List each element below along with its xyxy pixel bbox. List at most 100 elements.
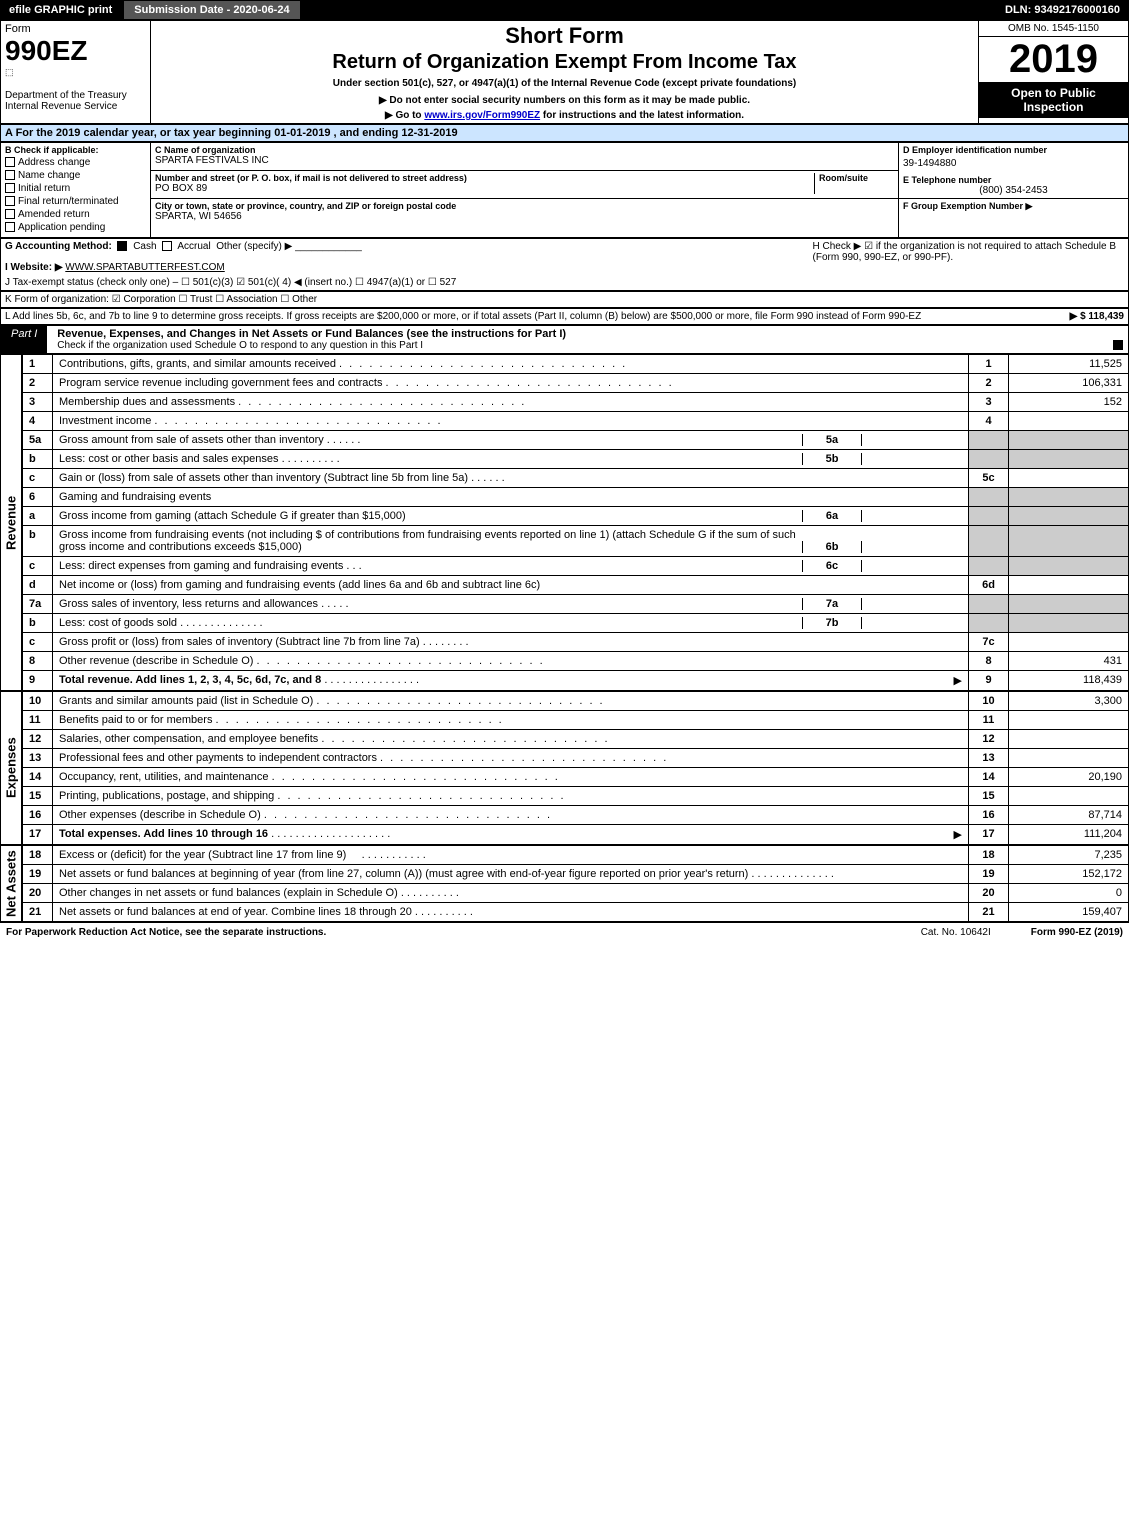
line-17-amt: 111,204: [1009, 825, 1129, 845]
line-5c-amt: [1009, 469, 1129, 488]
line-20-amt: 0: [1009, 884, 1129, 903]
part1-label: Part I: [1, 326, 47, 353]
line-4-ref: 4: [969, 412, 1009, 431]
chk-final-return[interactable]: Final return/terminated: [18, 196, 119, 207]
expenses-vlabel: Expenses: [0, 691, 22, 845]
line-16-amt: 87,714: [1009, 806, 1129, 825]
revenue-table: 1 Contributions, gifts, grants, and simil…: [22, 354, 1129, 691]
footer-cat-no: Cat. No. 10642I: [921, 927, 991, 938]
line-1-ref: 1: [969, 355, 1009, 374]
dln-label: DLN: 93492176000160: [997, 1, 1128, 19]
line-7c-desc: Gross profit or (loss) from sales of inv…: [59, 636, 420, 648]
line-12-desc: Salaries, other compensation, and employ…: [59, 733, 318, 745]
box-k-line: K Form of organization: ☑ Corporation ☐ …: [1, 292, 1129, 308]
line-19-num: 19: [23, 865, 53, 884]
line-17-desc: Total expenses. Add lines 10 through 16: [59, 828, 268, 840]
dept-treasury: Department of the Treasury: [5, 90, 146, 101]
form-header: Form 990EZ ⬚ Department of the Treasury …: [0, 20, 1129, 124]
box-c-street-label: Number and street (or P. O. box, if mail…: [155, 173, 814, 183]
line-3-amt: 152: [1009, 393, 1129, 412]
line-20-desc: Other changes in net assets or fund bala…: [59, 887, 398, 899]
acct-accrual[interactable]: Accrual: [177, 241, 210, 252]
title-sub3: ▶ Go to www.irs.gov/Form990EZ for instru…: [155, 110, 974, 121]
form-number: 990EZ: [5, 35, 146, 67]
line-9-ref: 9: [969, 671, 1009, 691]
expenses-table: 10Grants and similar amounts paid (list …: [22, 691, 1129, 845]
line-6c-desc: Less: direct expenses from gaming and fu…: [59, 560, 343, 572]
line-6a-desc: Gross income from gaming (attach Schedul…: [59, 510, 802, 522]
line-3-desc: Membership dues and assessments: [59, 396, 235, 408]
line-7c-ref: 7c: [969, 633, 1009, 652]
line-6d-ref: 6d: [969, 576, 1009, 595]
box-d-label: D Employer identification number: [903, 145, 1124, 155]
tax-year: 2019: [979, 37, 1128, 82]
line-15-desc: Printing, publications, postage, and shi…: [59, 790, 274, 802]
open-to-public: Open to Public Inspection: [979, 82, 1128, 118]
line-16-desc: Other expenses (describe in Schedule O): [59, 809, 261, 821]
box-c-city-label: City or town, state or province, country…: [155, 201, 894, 211]
ein-value: 39-1494880: [903, 158, 1124, 169]
line-13-ref: 13: [969, 749, 1009, 768]
line-16-ref: 16: [969, 806, 1009, 825]
line-8-desc: Other revenue (describe in Schedule O): [59, 655, 253, 667]
org-street: PO BOX 89: [155, 183, 814, 194]
box-l-amount: ▶ $ 118,439: [1070, 311, 1124, 322]
room-suite-label: Room/suite: [819, 173, 894, 183]
line-16-num: 16: [23, 806, 53, 825]
org-city: SPARTA, WI 54656: [155, 211, 894, 222]
line-2-ref: 2: [969, 374, 1009, 393]
line-5c-num: c: [23, 469, 53, 488]
part1-schedule-o-checkbox[interactable]: [1113, 340, 1123, 350]
box-g-label: G Accounting Method:: [5, 241, 112, 252]
irs-link[interactable]: www.irs.gov/Form990EZ: [424, 110, 540, 121]
line-10-ref: 10: [969, 692, 1009, 711]
box-j-line: J Tax-exempt status (check only one) – ☐…: [5, 277, 805, 288]
chk-application-pending[interactable]: Application pending: [18, 222, 105, 233]
line-19-amt: 152,172: [1009, 865, 1129, 884]
page-footer: For Paperwork Reduction Act Notice, see …: [0, 922, 1129, 942]
line-18-num: 18: [23, 846, 53, 865]
line-19-desc: Net assets or fund balances at beginning…: [59, 868, 748, 880]
line-6c-num: c: [23, 557, 53, 576]
submission-date: Submission Date - 2020-06-24: [124, 1, 299, 19]
efile-label: efile GRAPHIC print: [1, 1, 120, 19]
line-15-amt: [1009, 787, 1129, 806]
top-bar: efile GRAPHIC print Submission Date - 20…: [0, 0, 1129, 20]
line-14-desc: Occupancy, rent, utilities, and maintena…: [59, 771, 269, 783]
line-11-num: 11: [23, 711, 53, 730]
line-5a-desc: Gross amount from sale of assets other t…: [59, 434, 324, 446]
box-h-line1: H Check ▶ ☑ if the organization is not r…: [813, 241, 1125, 252]
acct-cash[interactable]: Cash: [133, 241, 156, 252]
title-main: Return of Organization Exempt From Incom…: [155, 51, 974, 74]
line-15-num: 15: [23, 787, 53, 806]
line-8-num: 8: [23, 652, 53, 671]
line-13-amt: [1009, 749, 1129, 768]
acct-other[interactable]: Other (specify) ▶: [216, 241, 292, 252]
line-5b-num: b: [23, 450, 53, 469]
box-l-text: L Add lines 5b, 6c, and 7b to line 9 to …: [5, 311, 921, 322]
line-11-amt: [1009, 711, 1129, 730]
line-5c-desc: Gain or (loss) from sale of assets other…: [59, 472, 468, 484]
website-value[interactable]: WWW.SPARTABUTTERFEST.COM: [65, 262, 224, 273]
line-7a-mid: 7a: [802, 598, 862, 610]
chk-initial-return[interactable]: Initial return: [18, 183, 70, 194]
line-12-amt: [1009, 730, 1129, 749]
line-18-amt: 7,235: [1009, 846, 1129, 865]
line-5b-mid: 5b: [802, 453, 862, 465]
box-h-line2: (Form 990, 990-EZ, or 990-PF).: [813, 252, 1125, 263]
line-13-num: 13: [23, 749, 53, 768]
chk-amended-return[interactable]: Amended return: [18, 209, 90, 220]
line-2-amt: 106,331: [1009, 374, 1129, 393]
line-6d-num: d: [23, 576, 53, 595]
line-5c-ref: 5c: [969, 469, 1009, 488]
part1-check-line: Check if the organization used Schedule …: [57, 340, 423, 351]
line-1-desc: Contributions, gifts, grants, and simila…: [59, 358, 336, 370]
line-6a-num: a: [23, 507, 53, 526]
line-9-amt: 118,439: [1009, 671, 1129, 691]
revenue-vlabel: Revenue: [0, 354, 22, 691]
chk-address-change[interactable]: Address change: [18, 157, 90, 168]
line-7b-mid: 7b: [802, 617, 862, 629]
line-11-ref: 11: [969, 711, 1009, 730]
line-4-num: 4: [23, 412, 53, 431]
chk-name-change[interactable]: Name change: [18, 170, 80, 181]
